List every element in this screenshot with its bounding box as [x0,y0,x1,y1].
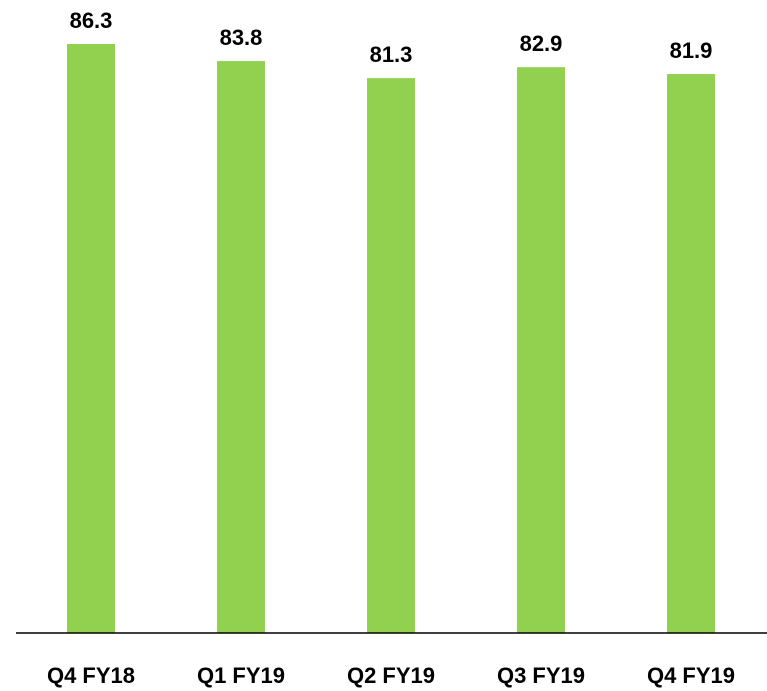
x-tick-labels-group: Q4 FY18 Q1 FY19 Q2 FY19 Q3 FY19 Q4 FY19 [47,663,735,688]
x-tick-label: Q1 FY19 [197,663,285,688]
value-label: 82.9 [520,31,563,56]
value-label: 81.9 [670,38,713,63]
value-label: 86.3 [70,8,113,33]
bar-q4-fy19 [667,74,715,633]
bar-q3-fy19 [517,67,565,634]
bar-q2-fy19 [367,78,415,634]
x-tick-label: Q4 FY19 [647,663,735,688]
bars-group [67,44,715,634]
bar-q1-fy19 [217,61,265,634]
x-tick-label: Q4 FY18 [47,663,135,688]
x-tick-label: Q3 FY19 [497,663,585,688]
value-label: 81.3 [370,42,413,67]
bar-q4-fy18 [67,44,115,633]
x-tick-label: Q2 FY19 [347,663,435,688]
value-labels-group: 86.3 83.8 81.3 82.9 81.9 [70,8,713,67]
value-label: 83.8 [220,25,263,50]
